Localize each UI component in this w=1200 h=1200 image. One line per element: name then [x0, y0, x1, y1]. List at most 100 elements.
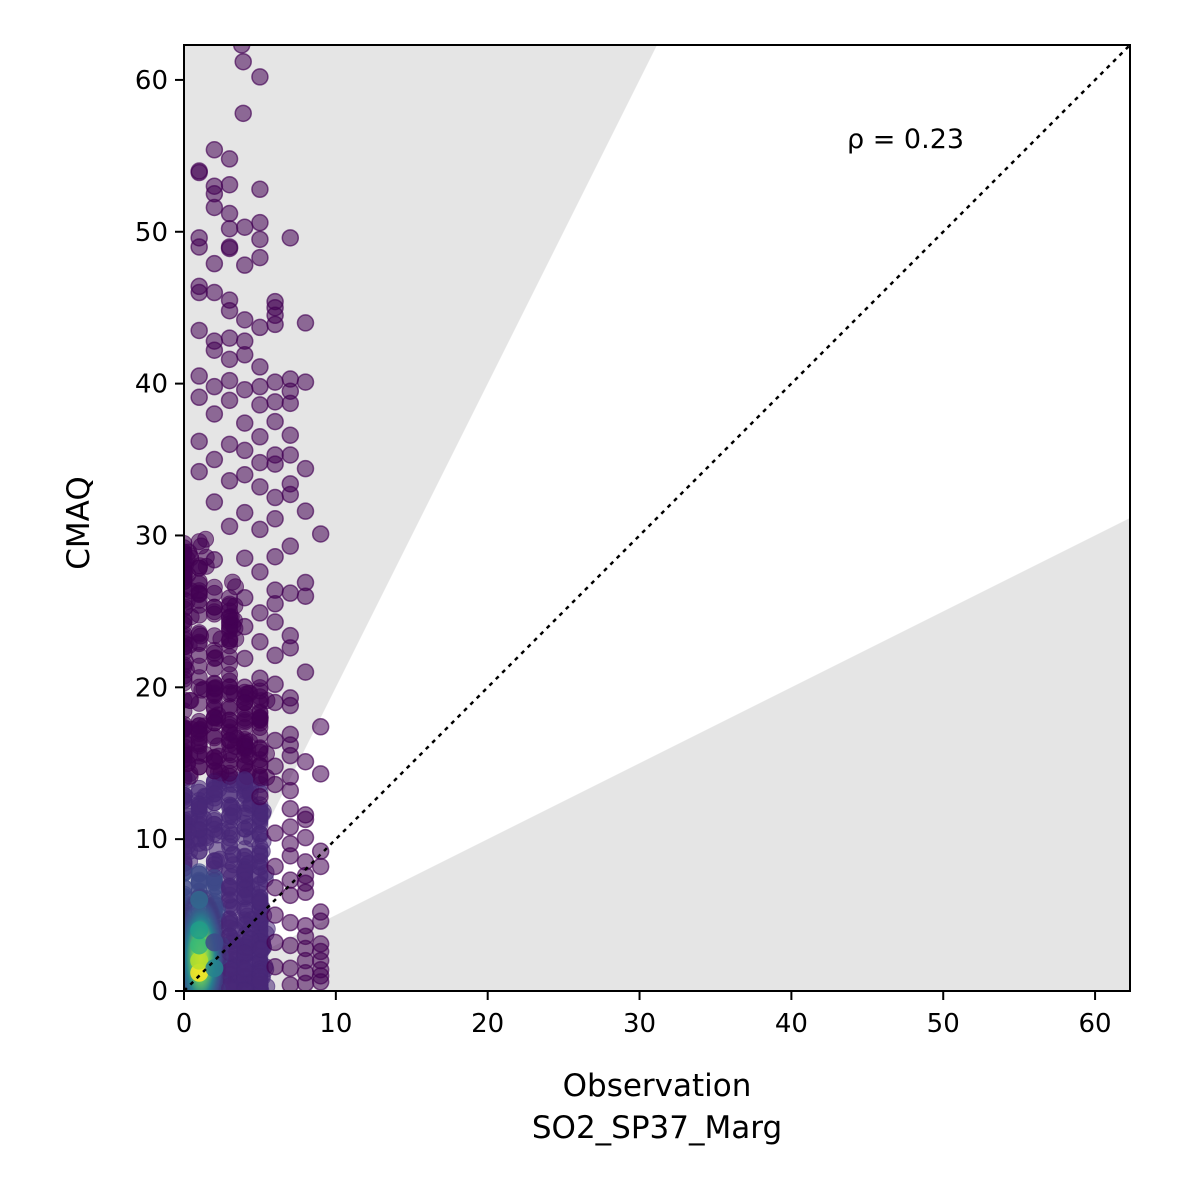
- scatter-point: [266, 646, 284, 665]
- scatter-point: [281, 976, 300, 991]
- scatter-point: [296, 663, 315, 681]
- scatter-point: [192, 537, 210, 555]
- scatter-point: [251, 708, 269, 727]
- annotation-correlation: ρ = 0.23: [847, 124, 964, 155]
- scatter-point: [221, 700, 239, 718]
- scatter-point: [184, 786, 193, 804]
- scatter-point: [251, 68, 269, 86]
- scatter-point: [205, 450, 224, 469]
- scatter-point: [190, 724, 208, 742]
- scatter-point: [266, 373, 284, 391]
- scatter-point: [281, 847, 300, 865]
- scatter-point: [220, 301, 239, 320]
- scatter-point: [235, 311, 254, 329]
- plot-frame: [183, 44, 1131, 992]
- scatter-point: [236, 960, 254, 978]
- scatter-point: [266, 488, 284, 507]
- plot-area: [184, 45, 1130, 991]
- scatter-point: [205, 405, 224, 423]
- scatter-point: [220, 350, 239, 369]
- scatter-point: [251, 230, 269, 249]
- scatter-point: [266, 595, 284, 613]
- scatter-point: [296, 502, 315, 520]
- scatter-point: [235, 588, 254, 607]
- y-axis-title: CMAQ: [61, 476, 97, 569]
- scatter-point: [205, 692, 223, 710]
- scatter-point: [205, 933, 224, 952]
- scatter-point: [190, 462, 208, 481]
- scatter-point: [266, 455, 284, 473]
- scatter-point: [190, 951, 209, 970]
- scatter-point: [190, 559, 208, 577]
- scatter-point: [220, 472, 239, 490]
- scatter-point: [311, 912, 330, 930]
- scatter-point: [220, 435, 239, 454]
- scatter-point: [281, 639, 300, 657]
- scatter-point: [266, 906, 284, 924]
- scatter-point: [281, 537, 300, 555]
- identity-line: [184, 45, 1130, 991]
- scatter-point: [220, 517, 239, 536]
- scatter-point: [223, 826, 241, 844]
- scatter-point: [251, 377, 269, 396]
- scatter-points: [190, 45, 330, 991]
- scatter-point: [251, 825, 269, 843]
- scatter-point: [296, 974, 315, 991]
- scatter-point: [251, 563, 269, 581]
- scatter-point: [220, 239, 239, 258]
- scatter-point: [281, 886, 300, 905]
- scatter-point: [190, 432, 208, 451]
- scatter-point: [266, 775, 284, 794]
- scatter-point: [281, 818, 300, 836]
- scatter-point: [190, 890, 209, 909]
- scatter-point: [311, 765, 330, 783]
- scatter-point: [296, 828, 315, 847]
- scatter-point: [311, 857, 330, 876]
- scatter-point: [311, 973, 330, 991]
- scatter-point: [235, 678, 254, 697]
- x-tick-label: 40: [775, 1009, 808, 1039]
- scatter-point: [266, 613, 284, 631]
- x-tick-label: 30: [623, 1009, 656, 1039]
- scatter-point: [184, 837, 196, 855]
- scatter-point: [221, 879, 239, 897]
- dense-point-cloud: [184, 530, 276, 991]
- scatter-point: [281, 584, 300, 602]
- scatter-point: [251, 756, 269, 774]
- scatter-point: [184, 823, 197, 841]
- scatter-point: [251, 604, 269, 622]
- scatter-point: [190, 367, 208, 385]
- scatter-point: [266, 933, 284, 952]
- scatter-point: [221, 852, 239, 870]
- scatter-point: [184, 550, 196, 568]
- scatter-point: [281, 936, 300, 955]
- scatter-point: [281, 485, 300, 504]
- scatter-point: [251, 633, 269, 651]
- scatter-point: [184, 612, 193, 630]
- scatter-point: [254, 805, 272, 823]
- scatter-point: [220, 329, 239, 347]
- y-tick-label: 60: [135, 66, 168, 96]
- scatter-point: [236, 694, 254, 712]
- x-tick-label: 10: [319, 1009, 352, 1039]
- scatter-point: [235, 441, 254, 460]
- scatter-point: [251, 520, 269, 539]
- scatter-point: [184, 692, 200, 710]
- scatter-point: [236, 753, 254, 771]
- x-tick-label: 60: [1079, 1009, 1112, 1039]
- y-tick-label: 10: [135, 825, 168, 855]
- scatter-point: [221, 637, 239, 655]
- scatter-point: [311, 842, 330, 861]
- scatter-point: [266, 693, 284, 712]
- scatter-point: [251, 213, 269, 232]
- scatter-point: [184, 755, 197, 773]
- scatter-point: [190, 283, 208, 302]
- scatter-point: [235, 256, 254, 274]
- scatter-point: [190, 591, 208, 609]
- scatter-point: [232, 45, 251, 54]
- scatter-point: [205, 729, 223, 747]
- y-tick-label: 20: [135, 673, 168, 703]
- scatter-point: [281, 446, 300, 464]
- scatter-point: [266, 315, 284, 334]
- scatter-point: [224, 808, 242, 826]
